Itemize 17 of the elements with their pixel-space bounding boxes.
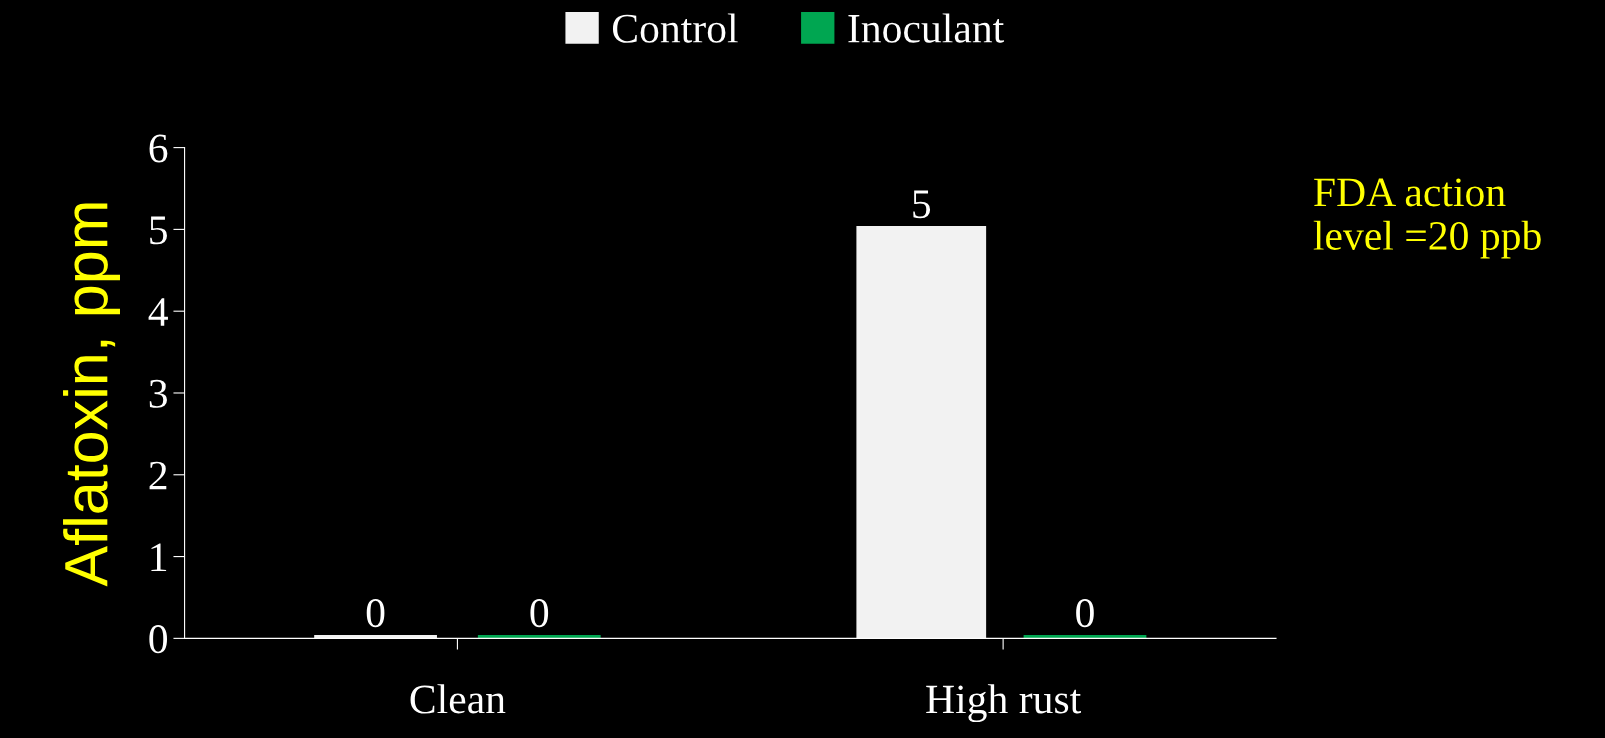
text: FDA action level =20 ppb [1313,178,1541,259]
y-axis-title: Aflatoxin, ppm [63,203,120,587]
y-tick-label: 1 [151,543,167,572]
data-label: 5 [913,190,931,219]
y-tick-label: 0 [149,625,168,654]
y-tick-label: 4 [148,298,168,326]
y-tick-label: 5 [150,216,167,245]
data-label: 0 [366,599,385,628]
x-tick-label: High rust [926,684,1082,723]
data-label: 0 [1076,599,1094,628]
y-tick-label: 2 [149,461,167,490]
data-label: 0 [530,599,549,628]
legend-label: Control [612,13,738,43]
legend-label: Inoculant [848,13,1005,43]
y-tick-label: 3 [149,379,167,408]
y-tick-label: 6 [149,134,168,163]
x-tick-label: Clean [410,684,506,714]
